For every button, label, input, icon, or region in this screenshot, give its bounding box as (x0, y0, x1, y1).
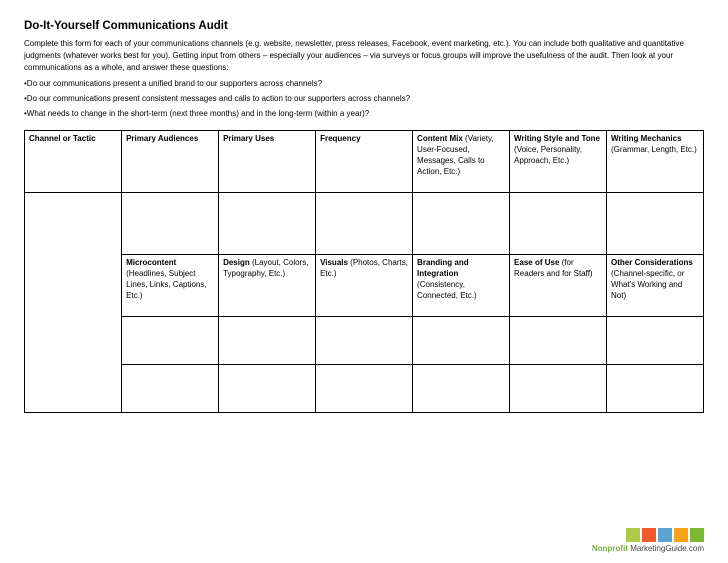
cell-style: Writing Style and Tone (Voice, Personali… (510, 131, 607, 193)
input-row-1 (25, 193, 704, 255)
logo-squares (592, 528, 704, 542)
bullet-1: •Do our communications present a unified… (24, 78, 704, 91)
other-input-b[interactable] (607, 365, 704, 413)
cell-other: Other Considerations (Channel-specific, … (607, 255, 704, 317)
logo-sq-4 (674, 528, 688, 542)
cell-mechanics: Writing Mechanics (Grammar, Length, Etc.… (607, 131, 704, 193)
page-title: Do-It-Yourself Communications Audit (24, 20, 704, 32)
microcontent-input-a[interactable] (122, 317, 219, 365)
cell-frequency: Frequency (316, 131, 413, 193)
footer: Nonprofit MarketingGuide.com (592, 528, 704, 553)
logo-sq-5 (690, 528, 704, 542)
header-row-1: Channel or Tactic Primary Audiences Prim… (25, 131, 704, 193)
bullet-3: •What needs to change in the short-term … (24, 108, 704, 121)
cell-uses: Primary Uses (219, 131, 316, 193)
visuals-input-a[interactable] (316, 317, 413, 365)
cell-ease: Ease of Use (for Readers and for Staff) (510, 255, 607, 317)
cell-channel: Channel or Tactic (25, 131, 122, 193)
cell-branding: Branding and Integration (Consistency, C… (413, 255, 510, 317)
logo-sq-1 (626, 528, 640, 542)
other-input-a[interactable] (607, 317, 704, 365)
microcontent-input-b[interactable] (122, 365, 219, 413)
cell-visuals: Visuals (Photos, Charts, Etc.) (316, 255, 413, 317)
input-row-2b (25, 365, 704, 413)
audiences-input[interactable] (122, 193, 219, 255)
brand-text: Nonprofit MarketingGuide.com (592, 544, 704, 553)
intro-text: Complete this form for each of your comm… (24, 38, 704, 74)
uses-input[interactable] (219, 193, 316, 255)
visuals-input-b[interactable] (316, 365, 413, 413)
frequency-input[interactable] (316, 193, 413, 255)
channel-input[interactable] (25, 193, 122, 413)
ease-input-b[interactable] (510, 365, 607, 413)
logo-sq-3 (658, 528, 672, 542)
logo-sq-2 (642, 528, 656, 542)
contentmix-input[interactable] (413, 193, 510, 255)
ease-input-a[interactable] (510, 317, 607, 365)
branding-input-b[interactable] (413, 365, 510, 413)
cell-contentmix: Content Mix (Variety, User-Focused, Mess… (413, 131, 510, 193)
style-input[interactable] (510, 193, 607, 255)
cell-design: Design (Layout, Colors, Typography, Etc.… (219, 255, 316, 317)
input-row-2a (25, 317, 704, 365)
cell-audiences: Primary Audiences (122, 131, 219, 193)
cell-microcontent: Microcontent (Headlines, Subject Lines, … (122, 255, 219, 317)
audit-table: Channel or Tactic Primary Audiences Prim… (24, 130, 704, 413)
design-input-a[interactable] (219, 317, 316, 365)
bullet-2: •Do our communications present consisten… (24, 93, 704, 106)
header-row-2: Microcontent (Headlines, Subject Lines, … (25, 255, 704, 317)
mechanics-input[interactable] (607, 193, 704, 255)
design-input-b[interactable] (219, 365, 316, 413)
branding-input-a[interactable] (413, 317, 510, 365)
